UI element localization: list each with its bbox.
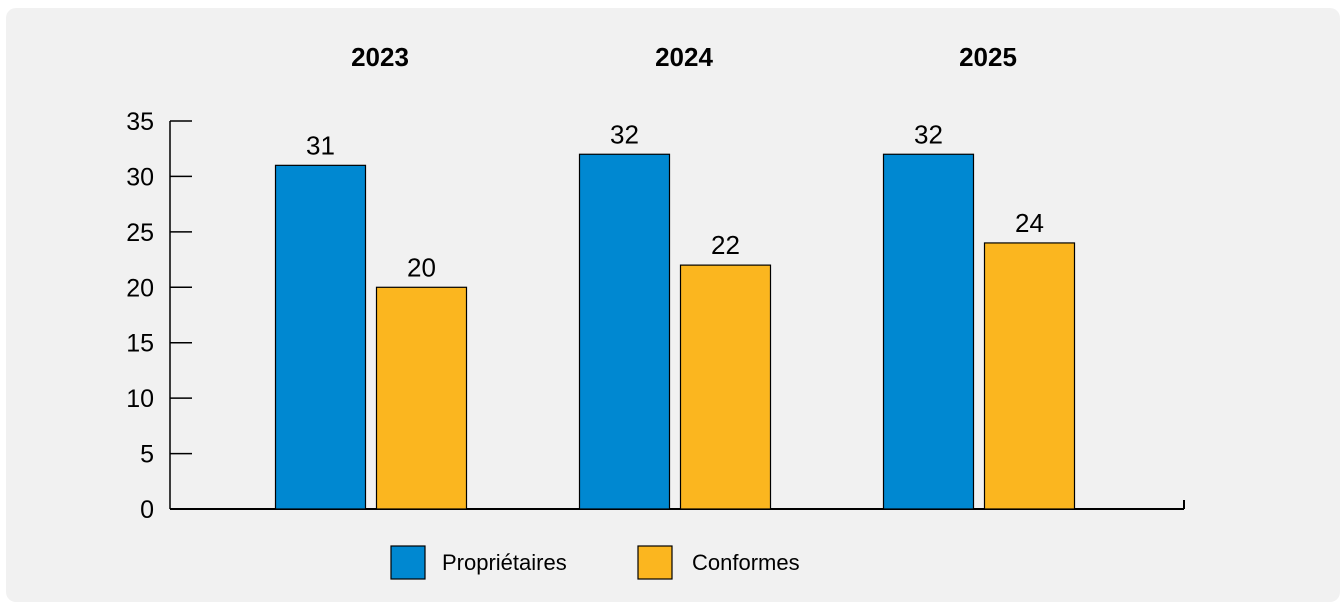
value-label-proprietaires-2023: 31 bbox=[306, 130, 335, 160]
value-label-conformes-2025: 24 bbox=[1015, 208, 1044, 238]
y-tick-label-35: 35 bbox=[126, 108, 154, 136]
bar-proprietaires-2023 bbox=[274, 164, 367, 510]
bar-conformes-2024 bbox=[679, 264, 772, 510]
bar-conformes-2023 bbox=[375, 286, 468, 510]
value-labels: 31 20 32 22 32 24 bbox=[306, 119, 1044, 282]
bar-proprietaires-2025 bbox=[882, 153, 975, 510]
legend-label-conformes: Conformes bbox=[692, 550, 800, 575]
y-tick-label-0: 0 bbox=[140, 496, 154, 524]
chart-panel bbox=[6, 8, 1340, 602]
y-tick-label-30: 30 bbox=[126, 163, 154, 191]
category-label-2023: 2023 bbox=[351, 42, 409, 72]
y-tick-label-25: 25 bbox=[126, 219, 154, 247]
y-tick-label-15: 15 bbox=[126, 330, 154, 358]
bar-conformes-2025 bbox=[983, 242, 1076, 510]
category-label-2025: 2025 bbox=[959, 42, 1017, 72]
legend-label-proprietaires: Propriétaires bbox=[442, 550, 567, 575]
value-label-proprietaires-2025: 32 bbox=[914, 119, 943, 149]
value-label-conformes-2024: 22 bbox=[711, 230, 740, 260]
legend-swatch-conformes bbox=[637, 545, 673, 580]
bar-proprietaires-2024 bbox=[578, 153, 671, 510]
y-tick-label-5: 5 bbox=[140, 441, 154, 469]
category-label-2024: 2024 bbox=[655, 42, 713, 72]
value-label-conformes-2023: 20 bbox=[407, 252, 436, 282]
y-tick-label-20: 20 bbox=[126, 274, 154, 302]
value-label-proprietaires-2024: 32 bbox=[610, 119, 639, 149]
y-axis: 0 5 10 15 20 25 30 35 bbox=[126, 108, 192, 524]
legend: Propriétaires Conformes bbox=[390, 545, 800, 580]
legend-swatch-proprietaires bbox=[390, 545, 426, 580]
year-labels: 2023 2024 2025 bbox=[351, 42, 1017, 72]
y-tick-label-10: 10 bbox=[126, 385, 154, 413]
bars bbox=[274, 153, 1076, 510]
